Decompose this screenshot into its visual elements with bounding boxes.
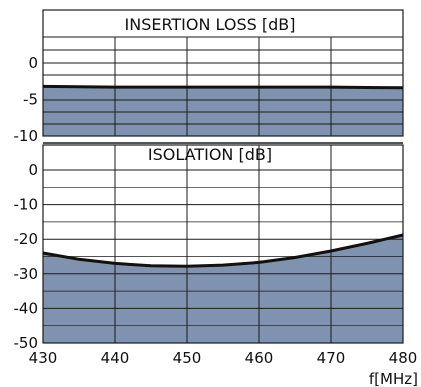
y-tick-label: -30 — [14, 265, 39, 283]
isolation-title: ISOLATION [dB] — [148, 145, 272, 164]
y-tick-label: -10 — [14, 127, 39, 145]
insertion-loss-area — [43, 86, 403, 136]
insertion-loss-frame — [42, 9, 404, 137]
y-tick-label: -5 — [23, 91, 38, 109]
isolation-panel: ISOLATION [dB] 0 -10 -20 -30 -40 -50 430 440 45… — [14, 142, 418, 387]
x-tick-label: 480 — [389, 349, 418, 367]
x-tick-label: 440 — [101, 349, 130, 367]
y-tick-label: -10 — [14, 196, 39, 214]
isolation-area — [43, 235, 403, 343]
y-tick-label: -50 — [14, 334, 39, 352]
x-tick-label: 460 — [245, 349, 274, 367]
y-tick-label: 0 — [28, 54, 38, 72]
isolation-frame — [42, 144, 404, 344]
x-axis-label: f[MHz] — [369, 370, 418, 387]
isolation-curve — [42, 233, 404, 268]
x-tick-label: 470 — [317, 349, 346, 367]
x-tick-label: 450 — [173, 349, 202, 367]
y-tick-label: 0 — [28, 161, 38, 179]
y-tick-label: -40 — [14, 299, 39, 317]
y-tick-label: -20 — [14, 230, 39, 248]
x-tick-label: 430 — [29, 349, 58, 367]
insertion-loss-panel: INSERTION LOSS [dB] 0 -5 -10 — [0, 0, 421, 145]
insertion-loss-curve — [42, 84, 404, 90]
insertion-loss-title: INSERTION LOSS [dB] — [125, 15, 296, 34]
